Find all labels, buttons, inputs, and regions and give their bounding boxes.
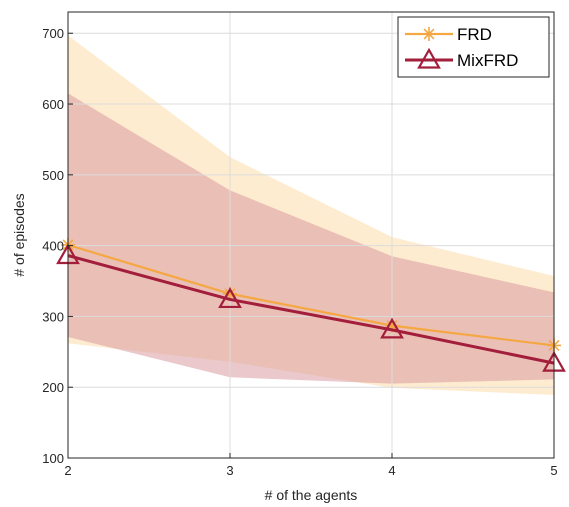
x-axis-label: # of the agents xyxy=(265,487,358,503)
legend-item-frd: FRD xyxy=(405,25,492,44)
series-line-frd xyxy=(67,243,555,347)
axis-ticks: 2 3 4 5 100 200 300 400 500 600 700 xyxy=(42,26,557,478)
y-tick-label: 600 xyxy=(42,97,64,112)
x-tick-label: 3 xyxy=(226,463,233,478)
legend-marker-icon xyxy=(422,27,436,41)
y-tick-label: 700 xyxy=(42,26,64,41)
confidence-bands xyxy=(68,35,554,395)
x-tick-label: 4 xyxy=(388,463,395,478)
data-point-mixfrd xyxy=(380,317,404,339)
series-line-mixfrd xyxy=(67,254,555,365)
legend-label: FRD xyxy=(457,25,492,44)
data-point-mixfrd xyxy=(218,287,242,309)
x-tick-label: 2 xyxy=(64,463,71,478)
y-tick-label: 200 xyxy=(42,380,64,395)
x-tick-label: 5 xyxy=(550,463,557,478)
band-mixfrd xyxy=(68,93,554,384)
y-tick-label: 500 xyxy=(42,168,64,183)
legend: FRD MixFRD xyxy=(397,16,550,78)
y-tick-label: 400 xyxy=(42,239,64,254)
plot-frame xyxy=(67,11,555,459)
y-tick-label: 100 xyxy=(42,451,64,466)
legend-label: MixFRD xyxy=(457,51,518,70)
legend-marker-icon xyxy=(417,47,441,69)
y-tick-label: 300 xyxy=(42,309,64,324)
legend-item-mixfrd: MixFRD xyxy=(405,47,518,70)
y-axis-label: # of episodes xyxy=(11,193,27,276)
